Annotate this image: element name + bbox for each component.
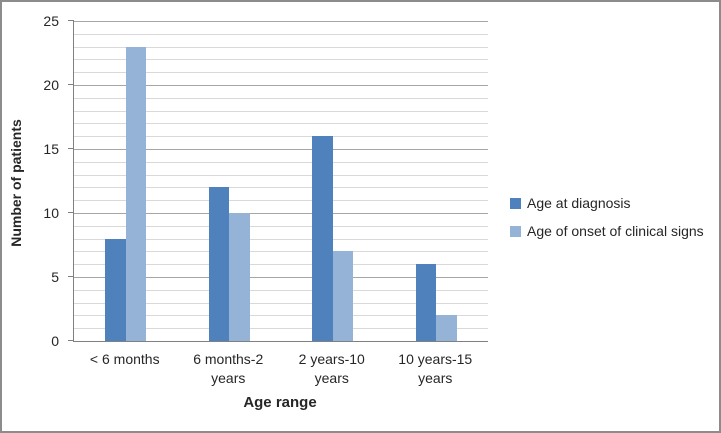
- major-gridline: [74, 213, 488, 214]
- minor-gridline: [74, 264, 488, 266]
- minor-gridline: [74, 59, 488, 61]
- y-axis-tick-label: 5: [51, 269, 59, 285]
- y-axis-tick-mark: [68, 84, 74, 85]
- x-axis-tick-label: 10 years-15 years: [398, 351, 473, 386]
- major-gridline: [74, 277, 488, 278]
- bar-series2-cat1: [125, 46, 147, 341]
- minor-gridline: [74, 136, 488, 138]
- y-axis-tick-label: 0: [51, 333, 59, 349]
- minor-gridline: [74, 187, 488, 189]
- minor-gridline: [74, 200, 488, 202]
- y-axis-tick-mark: [68, 340, 74, 341]
- plot-area: [68, 20, 488, 342]
- y-axis-tick-label: 15: [43, 141, 59, 157]
- major-gridline: [74, 21, 488, 22]
- minor-gridline: [74, 123, 488, 125]
- minor-gridline: [74, 174, 488, 176]
- legend-item: Age at diagnosis: [510, 192, 704, 214]
- legend: Age at diagnosis Age of onset of clinical…: [510, 192, 704, 248]
- y-axis-tick-label: 20: [43, 77, 59, 93]
- legend-label: Age of onset of clinical signs: [527, 223, 704, 239]
- minor-gridline: [74, 328, 488, 330]
- y-axis-tick-mark: [68, 212, 74, 213]
- legend-item: Age of onset of clinical signs: [510, 220, 704, 242]
- minor-gridline: [74, 225, 488, 227]
- bar-series1-cat1: [105, 238, 126, 341]
- x-axis-tick-labels: < 6 months 6 months-2 years 2 years-10 yea…: [73, 350, 487, 392]
- bar-series1-cat2: [208, 187, 230, 341]
- bar-series1-cat3: [312, 136, 333, 341]
- legend-label: Age at diagnosis: [527, 195, 631, 211]
- x-axis-title: Age range: [243, 394, 317, 411]
- minor-gridline: [74, 72, 488, 74]
- minor-gridline: [74, 302, 488, 304]
- legend-swatch-icon: [510, 225, 521, 237]
- minor-gridline: [74, 110, 488, 112]
- minor-gridline: [74, 238, 488, 240]
- bar-series2-cat4: [436, 315, 457, 341]
- bar-series2-cat3: [332, 251, 354, 341]
- bar-series2-cat2: [229, 213, 250, 341]
- minor-gridline: [74, 289, 488, 291]
- major-gridline: [74, 85, 488, 86]
- x-axis-tick-label: < 6 months: [89, 351, 160, 367]
- minor-gridline: [74, 46, 488, 48]
- y-axis-tick-label: 10: [43, 205, 59, 221]
- minor-gridline: [74, 33, 488, 35]
- minor-gridline: [74, 315, 488, 317]
- major-gridline: [74, 149, 488, 150]
- y-axis-tick-label: 25: [43, 13, 59, 29]
- x-axis-tick-label: 2 years-10 years: [298, 351, 365, 386]
- y-axis-tick-mark: [68, 20, 74, 21]
- minor-gridline: [74, 251, 488, 253]
- minor-gridline: [74, 97, 488, 99]
- minor-gridline: [74, 161, 488, 163]
- y-axis-tick-mark: [68, 148, 74, 149]
- x-axis-tick-label: 6 months-2 years: [193, 351, 264, 386]
- bar-series1-cat4: [415, 264, 437, 341]
- legend-swatch-icon: [510, 197, 521, 209]
- y-axis-tick-labels: 0 5 10 15 20 25: [2, 13, 66, 349]
- y-axis-tick-mark: [68, 276, 74, 277]
